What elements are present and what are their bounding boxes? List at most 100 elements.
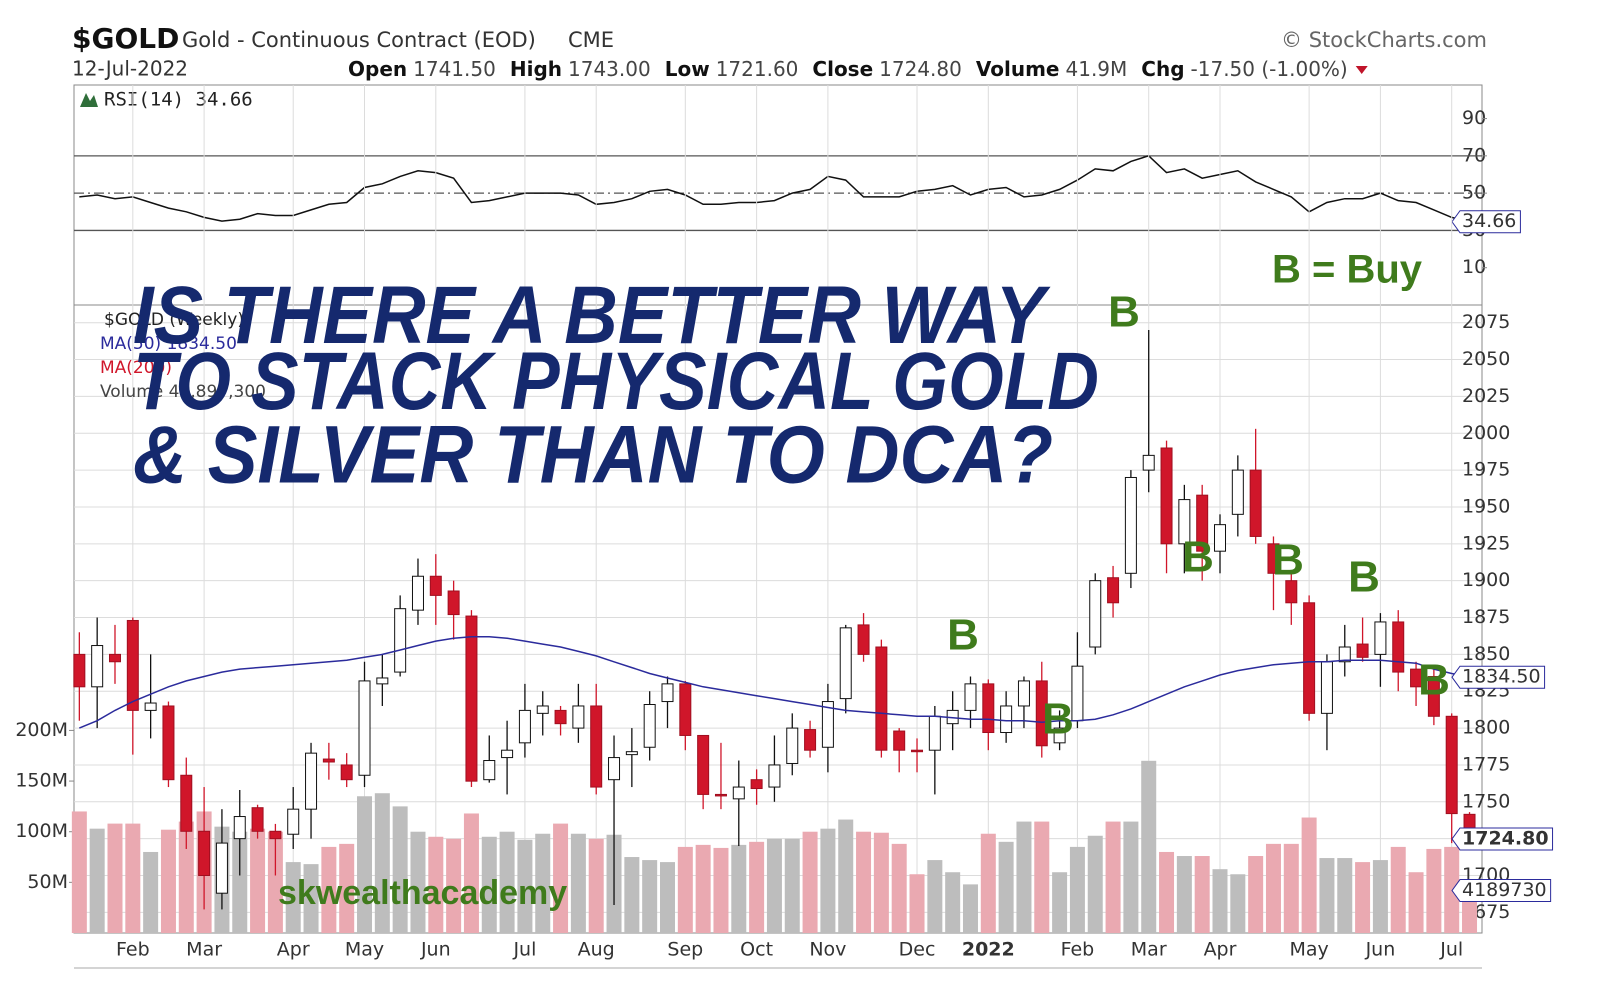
candle-body xyxy=(964,683,977,711)
last-value-box xyxy=(1451,827,1554,851)
candle-body xyxy=(269,830,282,840)
exchange: CME xyxy=(568,28,614,52)
candle-body xyxy=(857,624,870,655)
volume-bar xyxy=(856,831,872,933)
candle-body xyxy=(1214,524,1227,552)
candle-body xyxy=(483,760,496,781)
candle-body xyxy=(1178,499,1191,545)
quote-label: Close xyxy=(812,57,873,81)
volume-bar xyxy=(1426,848,1442,933)
buy-marker: B xyxy=(1108,288,1140,337)
candle-body xyxy=(625,751,638,756)
volume-bar xyxy=(463,813,479,933)
volume-bar xyxy=(891,843,907,933)
buy-marker: B xyxy=(1348,553,1380,602)
candle-body xyxy=(608,757,621,781)
last-value-box xyxy=(1451,879,1552,903)
y-tick-label: 10 xyxy=(1462,256,1486,278)
quote: Open 1741.50 High 1743.00 Low 1721.60 Close 172… xyxy=(348,57,1348,81)
change-arrow xyxy=(1355,66,1368,74)
x-tick-label: Apr xyxy=(1204,939,1237,961)
volume-bar xyxy=(89,828,105,933)
y-tick-label: 1850 xyxy=(1462,643,1510,665)
volume-bar xyxy=(410,831,426,933)
volume-bar xyxy=(107,823,123,933)
candle-body xyxy=(697,734,710,795)
candle-body xyxy=(1196,494,1209,552)
candle-body xyxy=(1142,454,1155,471)
volume-bar xyxy=(749,841,765,933)
volume-bar xyxy=(998,841,1014,933)
candle-body xyxy=(590,705,603,788)
candle-body xyxy=(394,608,407,673)
candle-body xyxy=(1017,680,1030,707)
x-tick-label: Jun xyxy=(1365,939,1396,961)
x-tick-label: Jul xyxy=(1439,939,1463,961)
volume-bar xyxy=(873,832,889,933)
volume-bar xyxy=(766,838,782,933)
candle-body xyxy=(804,729,817,751)
candle-body xyxy=(1320,661,1333,714)
volume-bar xyxy=(945,872,961,933)
candle-body xyxy=(1303,602,1316,714)
candle-body xyxy=(1124,476,1137,574)
volume-bar xyxy=(838,819,854,933)
x-tick-label: Mar xyxy=(1131,939,1167,961)
volume-bar xyxy=(1372,860,1388,933)
x-tick-label: Sep xyxy=(667,939,703,961)
volume-bar xyxy=(143,851,159,933)
volume-bar xyxy=(624,857,640,933)
y-tick-label: 1875 xyxy=(1462,606,1510,628)
candle-body xyxy=(1035,680,1048,747)
candle-body xyxy=(340,764,353,781)
volume-bar xyxy=(1176,856,1192,933)
volume-bar xyxy=(178,821,194,933)
candle-body xyxy=(732,786,745,800)
x-tick-label: May xyxy=(345,939,384,961)
volume-bar xyxy=(1069,846,1085,933)
volume-bar xyxy=(499,831,515,933)
volume-bar xyxy=(1123,821,1139,933)
candle-body xyxy=(376,677,389,685)
volume-bar xyxy=(820,828,836,933)
volume-bar xyxy=(71,811,87,933)
quote-label: Open xyxy=(348,57,407,81)
last-value-label: 4189730 xyxy=(1462,879,1547,901)
volume-bar xyxy=(1105,821,1121,933)
y-tick-label: 1800 xyxy=(1462,717,1510,739)
candle-body xyxy=(1160,447,1173,545)
volume-bar xyxy=(695,844,711,933)
candle-body xyxy=(1445,715,1458,815)
volume-bar xyxy=(374,793,390,933)
candle-body xyxy=(572,705,585,729)
quote-label: Low xyxy=(665,57,710,81)
volume-bar xyxy=(980,833,996,933)
candle-body xyxy=(1427,675,1440,717)
y-tick-label: 1925 xyxy=(1462,532,1510,554)
volume-bar xyxy=(659,862,675,933)
candle-body xyxy=(429,575,442,596)
volume-bar xyxy=(1087,835,1103,933)
quote-value: 1721.60 xyxy=(716,57,799,81)
volume-bar xyxy=(713,847,729,933)
candle-body xyxy=(162,705,175,781)
volume-bar xyxy=(1159,851,1175,933)
quote-value: 1724.80 xyxy=(879,57,962,81)
candle-body xyxy=(839,627,852,700)
headline: & SILVER THAN TO DCA? xyxy=(133,409,1053,500)
volume-bar xyxy=(428,836,444,933)
last-value-box xyxy=(1451,665,1546,689)
candle-body xyxy=(126,619,139,711)
volume-bar xyxy=(481,836,497,933)
y-tick-label: 2000 xyxy=(1462,422,1510,444)
volume-bar xyxy=(1016,821,1032,933)
candle-body xyxy=(786,727,799,764)
candle-body xyxy=(554,709,567,725)
candle-body xyxy=(518,709,531,744)
candle-body xyxy=(198,830,211,877)
legend-note: B = Buy xyxy=(1272,248,1423,292)
volume-bar xyxy=(962,884,978,933)
buy-marker: B xyxy=(1418,656,1450,705)
volume-bar xyxy=(802,831,818,933)
source: © StockCharts.com xyxy=(1281,28,1487,52)
